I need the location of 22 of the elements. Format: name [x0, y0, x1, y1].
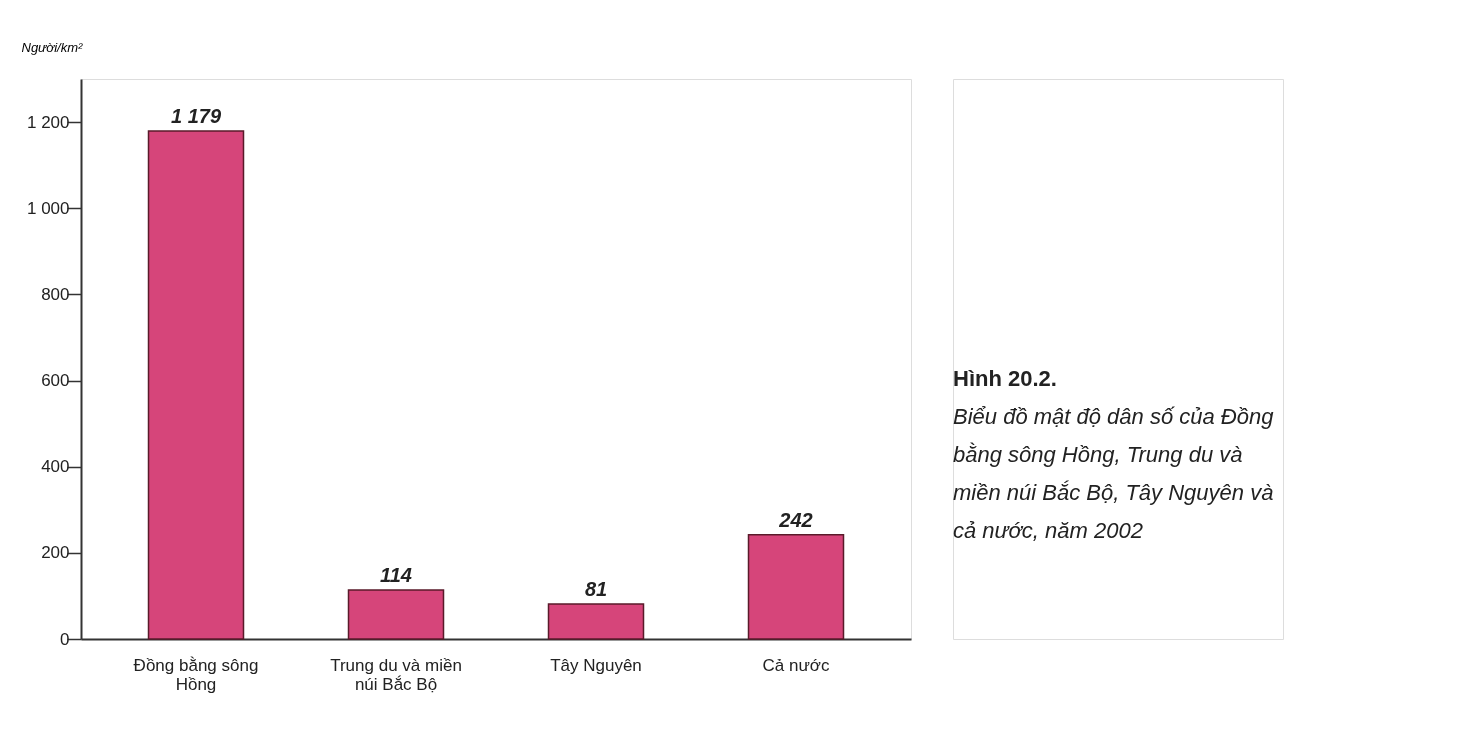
data-label: 81	[584, 578, 608, 601]
bar	[547, 603, 645, 640]
y-axis-title: Người/km²	[21, 39, 84, 55]
data-label: 114	[380, 563, 412, 586]
data-label: 1 179	[170, 105, 222, 128]
y-tick-label: 600	[41, 371, 70, 391]
bar	[147, 130, 245, 640]
y-tick-label: 1 200	[26, 112, 70, 132]
x-tick-label: Trung du và miền núi Bắc Bộ	[330, 655, 462, 694]
y-tick-label: 200	[41, 543, 70, 563]
data-label: 242	[778, 508, 813, 531]
y-tick-label: 0	[60, 629, 70, 649]
bar	[747, 534, 845, 640]
y-tick-label: 800	[41, 284, 70, 304]
bar	[347, 589, 445, 640]
text: Biểu đồ mật độ dân số của Đồng bằng sông Hồng, Trung du và miền núi Bắc Bộ, Tây Nguyên và cả nước, năm 2002	[953, 404, 1275, 543]
x-tick-label: Đồng bằng sông Hồng	[133, 655, 259, 694]
y-tick-label: 400	[41, 457, 70, 477]
text: Hình 20.2.	[953, 366, 1057, 391]
x-tick-label: Cả nước	[762, 655, 830, 675]
y-tick-label: 1 000	[26, 198, 70, 218]
x-tick-label: Tây Nguyên	[550, 655, 642, 675]
